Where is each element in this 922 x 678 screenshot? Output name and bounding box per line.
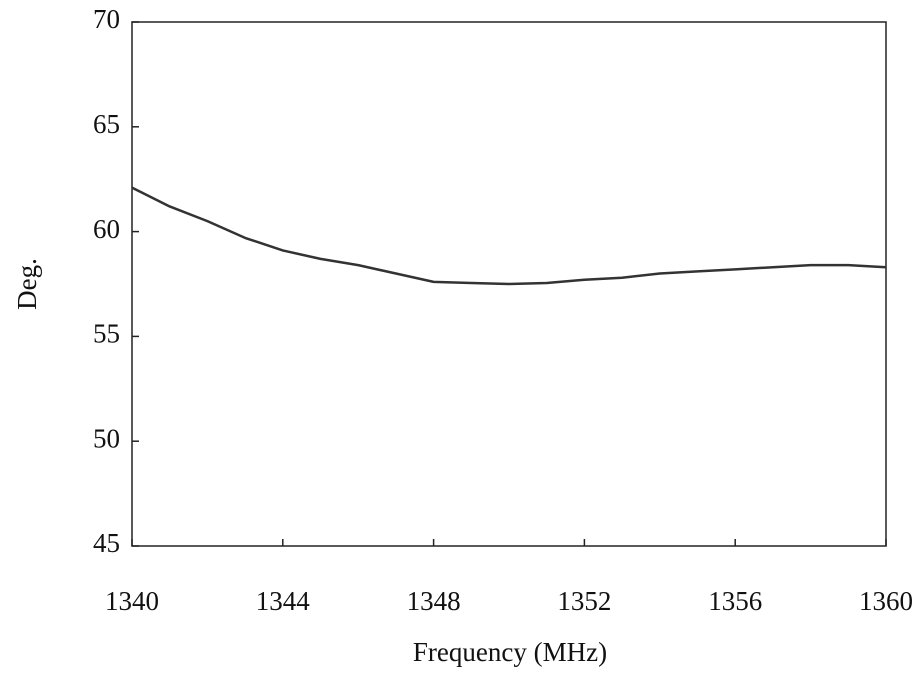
x-tick-label: 1352 <box>557 586 611 616</box>
data-line <box>131 186 887 286</box>
y-tick-label: 55 <box>93 319 120 349</box>
y-tick-label: 45 <box>93 528 120 558</box>
x-tick-label: 1344 <box>256 586 311 616</box>
x-tick-label: 1348 <box>407 586 461 616</box>
x-axis-label: Frequency (MHz) <box>413 637 607 667</box>
y-tick-label: 50 <box>93 423 120 453</box>
y-tick-label: 65 <box>93 109 120 139</box>
y-tick-label: 60 <box>93 214 120 244</box>
plot-frame <box>131 21 887 547</box>
y-axis-label: Deg. <box>12 258 42 310</box>
x-tick-label: 1360 <box>859 586 913 616</box>
y-tick-label: 70 <box>93 4 120 34</box>
x-tick-label: 1340 <box>105 586 159 616</box>
x-tick-label: 1356 <box>708 586 762 616</box>
